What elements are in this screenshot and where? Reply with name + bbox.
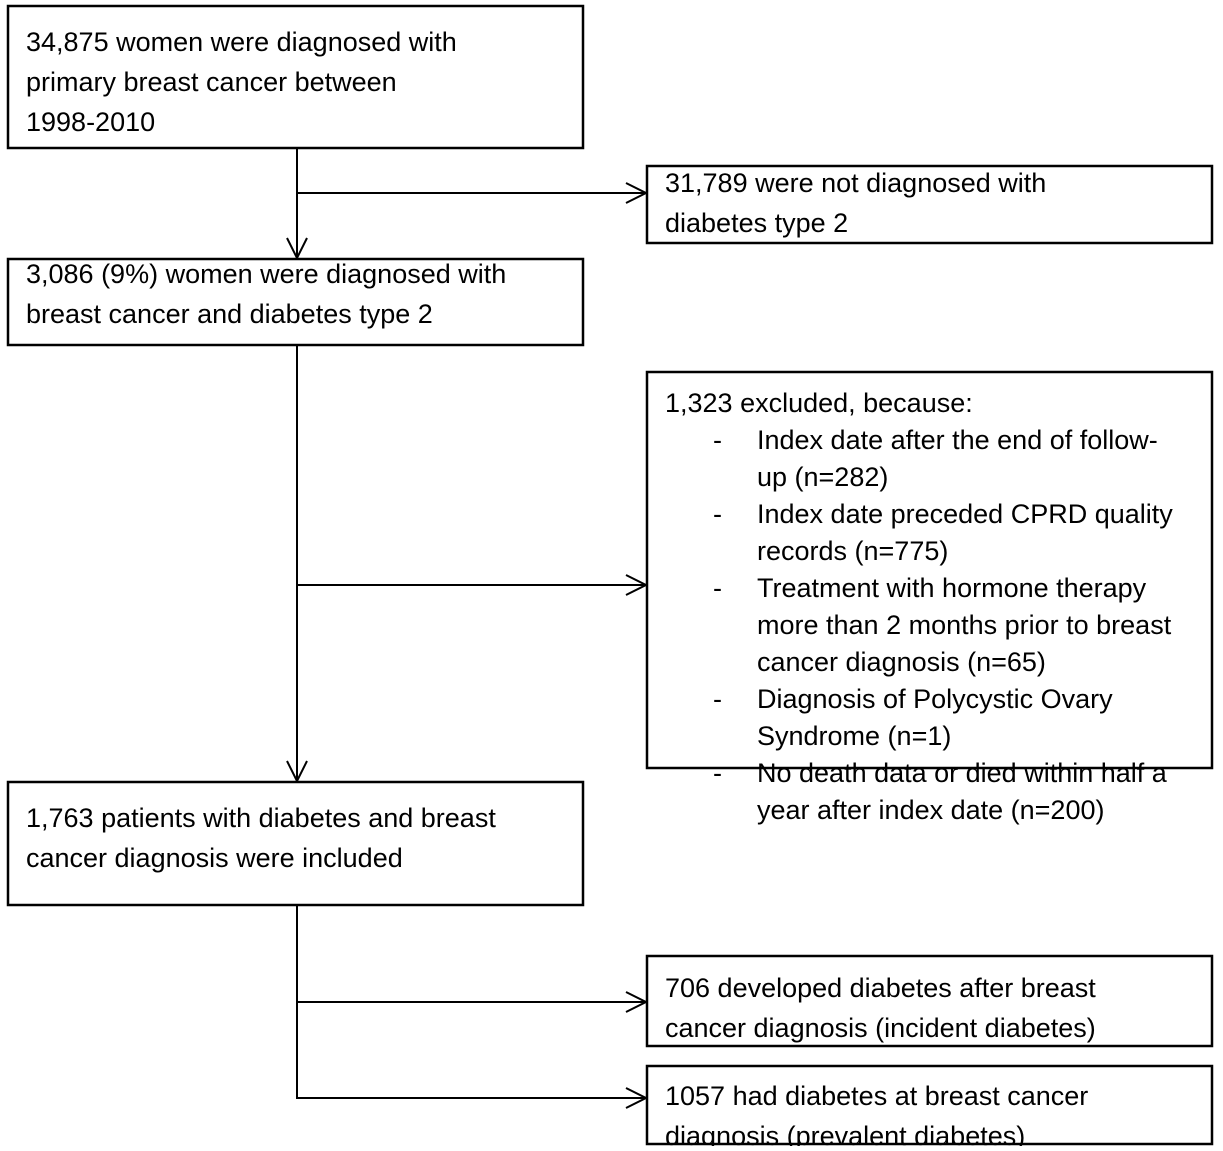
bullet-text: more than 2 months prior to breast (757, 610, 1172, 640)
box-text: 1,763 patients with diabetes and breast (26, 803, 496, 833)
bullet-text: year after index date (n=200) (757, 795, 1104, 825)
box-text: breast cancer and diabetes type 2 (26, 299, 433, 329)
box-text: diagnosis (prevalent diabetes) (665, 1121, 1025, 1146)
box (6, 4, 585, 150)
bullet-text: Diagnosis of Polycystic Ovary (757, 684, 1113, 714)
bullet-text: Syndrome (n=1) (757, 721, 951, 751)
box-text: 31,789 were not diagnosed with (665, 168, 1046, 198)
bullet: - (713, 425, 722, 455)
box-text: 706 developed diabetes after breast (665, 973, 1096, 1003)
connector (296, 148, 646, 1099)
bullet-text: Index date preceded CPRD quality (757, 499, 1173, 529)
box-text: 3,086 (9%) women were diagnosed with (26, 259, 506, 289)
bullet-text: Treatment with hormone therapy (757, 573, 1147, 603)
box (645, 954, 1214, 1048)
box (645, 370, 1214, 770)
box-text: cancer diagnosis were included (26, 843, 403, 873)
bullet-text: cancer diagnosis (n=65) (757, 647, 1046, 677)
box (6, 257, 585, 347)
bullet-text: up (n=282) (757, 462, 888, 492)
bullet: - (713, 573, 722, 603)
bullet-text: Index date after the end of follow- (757, 425, 1158, 455)
box (645, 164, 1214, 245)
box (645, 1064, 1214, 1146)
bullet: - (713, 684, 722, 714)
bullet-text: records (n=775) (757, 536, 948, 566)
box (6, 780, 585, 907)
box-text: 1057 had diabetes at breast cancer (665, 1081, 1088, 1111)
bullet-text: No death data or died within half a (757, 758, 1168, 788)
box-text: primary breast cancer between (26, 67, 397, 97)
box-text: cancer diagnosis (incident diabetes) (665, 1013, 1096, 1043)
bullet: - (713, 499, 722, 529)
box-text: diabetes type 2 (665, 208, 848, 238)
bullet: - (713, 758, 722, 788)
box-text: 1998-2010 (26, 107, 155, 137)
box-title: 1,323 excluded, because: (665, 388, 973, 418)
box-text: 34,875 women were diagnosed with (26, 27, 457, 57)
